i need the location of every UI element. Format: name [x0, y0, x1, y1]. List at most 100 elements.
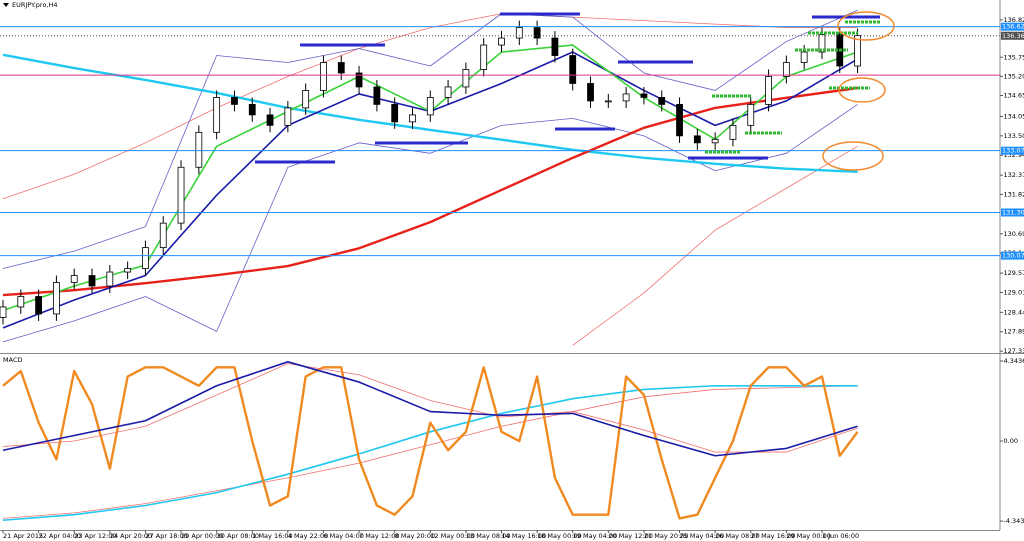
y-tick-label: 0.00 [1004, 437, 1018, 445]
price-level-box [1001, 208, 1024, 217]
x-tick-label: 29 Apr 00:00 [181, 532, 223, 540]
indicator-title: MACD [3, 356, 22, 364]
x-tick-label: 21 Apr 2015 [3, 532, 43, 540]
y-tick-label: 129.015 [1004, 288, 1024, 296]
y-tick-label: 4.3436 [1004, 357, 1024, 365]
x-tick-label: 14 May 16:00 [502, 532, 547, 540]
price-level-box [1001, 31, 1024, 40]
indicator-line [2, 384, 858, 522]
indicator-line [2, 13, 858, 200]
x-tick-label: 13 May 08:00 [466, 532, 511, 540]
y-tick-label: 134.655 [1004, 92, 1024, 100]
candle-body [498, 37, 505, 46]
x-tick-label: 19 May 04:00 [573, 532, 618, 540]
candle-body [426, 97, 434, 116]
candle-body [0, 306, 7, 318]
x-tick-label: 26 May 08:00 [715, 532, 760, 540]
candle-body [818, 34, 826, 53]
indicator-line [2, 9, 858, 269]
candle-body [159, 222, 167, 248]
x-tick-label: 8 May 20:00 [395, 532, 435, 540]
candle-body [231, 97, 238, 105]
price-level-box [1001, 251, 1024, 260]
price-level-label: 136.366 [1002, 32, 1024, 40]
x-tick-label: 24 Apr 20:00 [110, 532, 152, 540]
x-tick-label: 25 May 04:00 [680, 532, 725, 540]
candle-body [409, 114, 416, 123]
highlight-ellipse [822, 141, 884, 171]
candle-body [248, 104, 256, 116]
candle-body [195, 131, 203, 168]
x-tick-label: 30 Apr 08:00 [217, 532, 259, 540]
x-tick-label: 7 May 12:00 [359, 532, 399, 540]
y-tick-label: 130.695 [1004, 230, 1024, 238]
candle-body [302, 90, 310, 109]
indicator-line [2, 53, 858, 174]
highlight-ellipse [837, 11, 895, 41]
x-tick-label: 27 May 16:00 [751, 532, 796, 540]
chart-title: EURJPY.pro,H4 [12, 1, 58, 9]
indicator-line [2, 363, 858, 453]
highlight-ellipse [838, 77, 886, 103]
candle-body [604, 100, 612, 103]
y-tick-label: 134.055 [1004, 112, 1024, 120]
y-tick-label: 131.825 [1004, 190, 1024, 198]
candle-body [622, 93, 630, 102]
y-tick-label: -4.3438 [1004, 517, 1024, 525]
x-tick-label: 4 May 22:00 [288, 532, 328, 540]
y-tick-label: 136.820 [1004, 16, 1024, 24]
x-tick-label: 27 Apr 18:00 [145, 532, 187, 540]
candle-body [765, 76, 772, 105]
price-level-label: 131.305 [1002, 208, 1024, 216]
y-tick-label: 135.750 [1004, 53, 1024, 61]
x-tick-label: 12 May 00:00 [430, 532, 475, 540]
candle-body [70, 275, 78, 283]
y-tick-label: 128.445 [1004, 308, 1024, 316]
price-level-label: 136.626 [1002, 23, 1024, 31]
candle-body [676, 104, 683, 137]
menu-arrow [3, 3, 9, 7]
candle-body [106, 271, 114, 287]
candle-body [213, 97, 221, 133]
candle-body [284, 107, 292, 126]
candle-body [462, 69, 470, 88]
indicator-line [2, 385, 858, 519]
y-tick-label: 127.890 [1004, 328, 1024, 336]
x-tick-label: 21 May 20:00 [644, 532, 689, 540]
candle-body [480, 44, 488, 70]
candle-body [533, 27, 541, 39]
candle-body [35, 296, 43, 315]
candle-body [444, 86, 452, 98]
indicator-line [2, 104, 858, 343]
candle-body [142, 247, 149, 269]
candle-body [747, 104, 755, 126]
y-tick-label: 132.945 [1004, 151, 1024, 159]
candle-body [640, 93, 648, 98]
candle-body [800, 51, 808, 63]
candle-body [515, 27, 523, 39]
candle-body [391, 104, 399, 123]
y-tick-label: 129.570 [1004, 269, 1024, 277]
indicator-line [2, 361, 858, 457]
candle-body [320, 62, 327, 91]
candle-body [729, 124, 737, 140]
x-tick-label: 6 May 04:00 [323, 532, 363, 540]
candle-body [373, 86, 381, 105]
candle-body [854, 35, 861, 67]
x-tick-label: 22 Apr 04:00 [39, 532, 81, 540]
plot-area [2, 361, 859, 522]
plot-area [0, 9, 861, 346]
candle-body [658, 97, 666, 105]
candle-body [266, 114, 274, 126]
x-tick-label: 18 May 00:00 [537, 532, 582, 540]
candle-body [693, 135, 701, 144]
candle-body [355, 72, 363, 88]
drawings [255, 11, 895, 171]
price-level-box [1001, 22, 1024, 31]
x-tick-label: 29 May 00:00 [786, 532, 831, 540]
candle-body [569, 55, 577, 84]
y-tick-label: 133.500 [1004, 132, 1024, 140]
